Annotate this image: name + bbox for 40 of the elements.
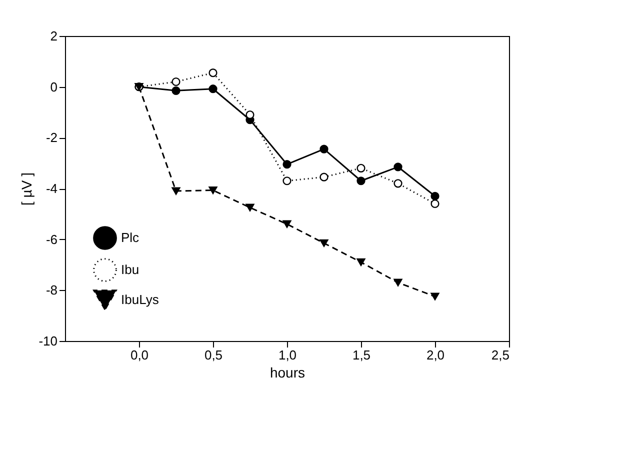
y-tick-label: -10 — [38, 334, 58, 348]
x-tick-label: 2,0 — [426, 348, 445, 362]
point — [172, 86, 180, 95]
point — [282, 160, 292, 169]
y-tick-label: -4 — [46, 181, 58, 196]
point — [208, 84, 218, 94]
y-tick-label: -6 — [46, 232, 58, 247]
point — [320, 172, 328, 182]
point — [394, 278, 402, 286]
legend-label: Plc — [121, 230, 140, 245]
legend-label: Ibu — [121, 262, 140, 277]
point — [208, 186, 218, 194]
point — [430, 292, 440, 300]
point — [172, 77, 180, 86]
y-tick-label: 0 — [50, 79, 58, 94]
legend-label: IbuLys — [121, 292, 160, 307]
x-tick-label: 1,0 — [278, 348, 297, 362]
point — [394, 179, 402, 188]
point — [320, 144, 328, 154]
point — [246, 204, 254, 212]
point — [356, 164, 366, 172]
point — [356, 176, 366, 186]
point — [320, 239, 328, 247]
x-tick-label: 2,5 — [491, 348, 510, 362]
point — [430, 192, 440, 200]
point — [430, 199, 440, 208]
y-tick-label: -2 — [46, 130, 58, 146]
point — [208, 68, 218, 78]
y-axis-title: [ µV ] — [18, 172, 35, 206]
x-axis-title: hours — [270, 364, 306, 380]
y-tick-label: -8 — [46, 282, 58, 298]
point — [172, 187, 180, 195]
x-tick-label: 0,5 — [204, 348, 223, 362]
y-tick-label: 2 — [50, 28, 58, 44]
point — [356, 258, 366, 266]
point — [282, 176, 292, 186]
x-tick-label: 1,5 — [352, 348, 371, 362]
x-tick-label: 0,0 — [130, 348, 149, 362]
point — [394, 162, 402, 172]
point — [282, 220, 292, 228]
